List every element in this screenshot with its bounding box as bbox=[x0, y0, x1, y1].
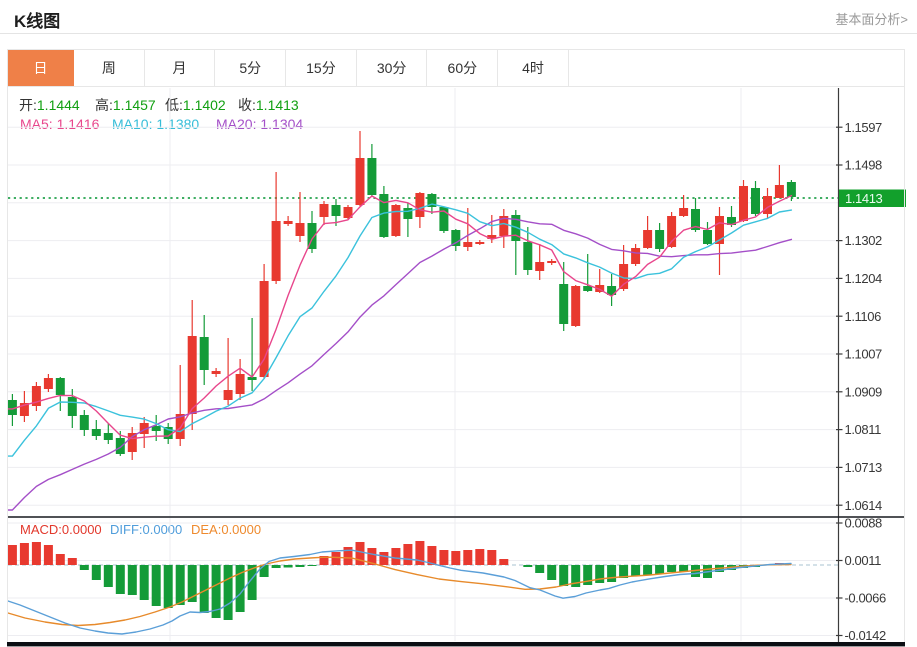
svg-text:1.0811: 1.0811 bbox=[845, 422, 882, 437]
svg-text:0.0011: 0.0011 bbox=[845, 553, 882, 568]
svg-text:1.0909: 1.0909 bbox=[845, 384, 883, 399]
svg-text:1.1007: 1.1007 bbox=[845, 347, 883, 362]
svg-text:1.1204: 1.1204 bbox=[845, 271, 883, 286]
svg-text:1.1597: 1.1597 bbox=[845, 120, 883, 135]
svg-text:1.1498: 1.1498 bbox=[845, 158, 883, 173]
svg-text:1.0614: 1.0614 bbox=[845, 498, 883, 513]
svg-text:1.0713: 1.0713 bbox=[845, 460, 883, 475]
svg-text:1.1413: 1.1413 bbox=[845, 191, 883, 206]
svg-text:1.1302: 1.1302 bbox=[845, 233, 883, 248]
svg-text:-0.0066: -0.0066 bbox=[845, 591, 886, 606]
svg-text:-0.0142: -0.0142 bbox=[845, 628, 886, 643]
svg-text:1.1106: 1.1106 bbox=[845, 309, 882, 324]
svg-text:0.0088: 0.0088 bbox=[845, 516, 883, 531]
